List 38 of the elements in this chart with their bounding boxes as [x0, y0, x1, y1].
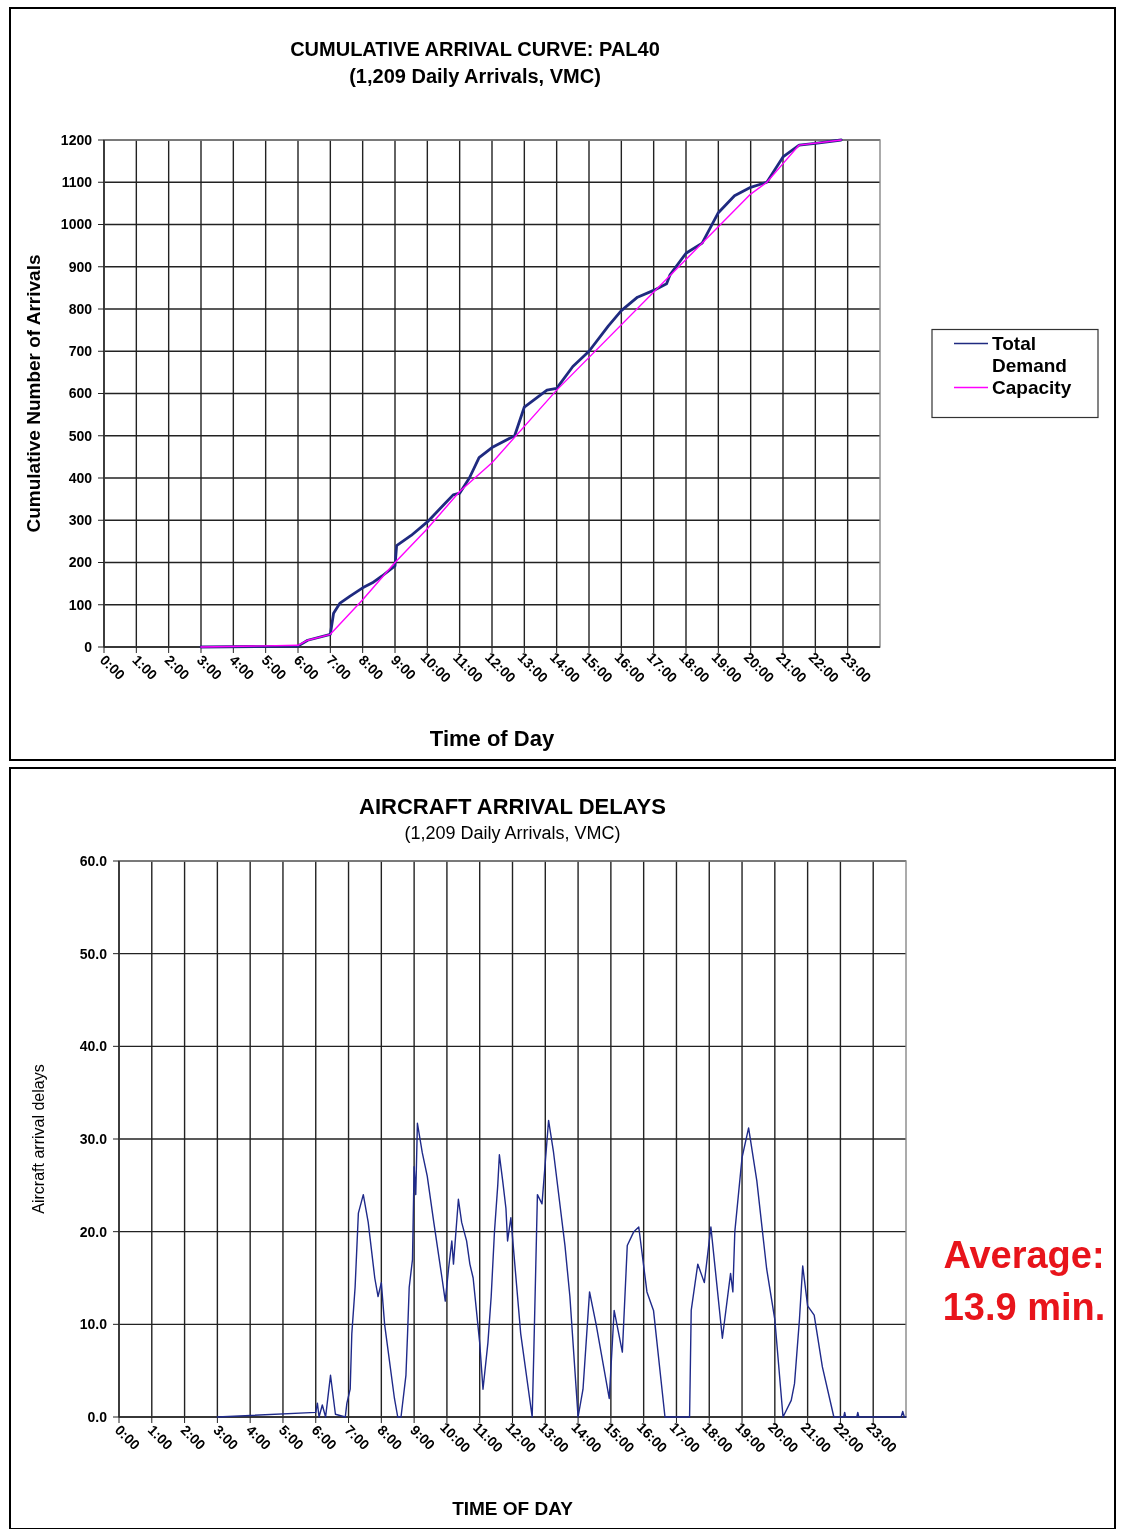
y-tick-label: 1200	[60, 131, 93, 148]
y-tick-label: 400	[68, 469, 93, 486]
y-tick-label: 900	[68, 258, 93, 275]
legend-label: Total Demand	[992, 332, 1067, 376]
y-tick-label: 50.0	[79, 945, 108, 962]
y-tick-label: 40.0	[79, 1038, 108, 1055]
x-tick-label: 4:00	[226, 651, 258, 684]
y-tick-label: 800	[68, 300, 93, 317]
y-tick-label: 100	[68, 596, 93, 613]
y-tick-label: 300	[68, 512, 93, 529]
y-tick-label: 600	[68, 385, 93, 402]
y-tick-label: 30.0	[79, 1130, 108, 1147]
x-axis-title: TIME OF DAY	[452, 1498, 574, 1519]
chart-subtitle: (1,209 Daily Arrivals, VMC)	[404, 823, 621, 843]
y-tick-label: 500	[68, 427, 93, 444]
y-tick-label: 60.0	[79, 852, 108, 869]
line-series	[216, 1119, 907, 1418]
y-tick-label: 0	[84, 638, 93, 655]
y-tick-label: 200	[68, 554, 93, 571]
chart-title: CUMULATIVE ARRIVAL CURVE: PAL40	[290, 38, 660, 60]
x-tick-label: 1:00	[129, 651, 161, 684]
y-tick-label: 0.0	[87, 1408, 108, 1425]
x-tick-label: 6:00	[290, 651, 323, 684]
y-tick-label: 10.0	[79, 1316, 108, 1333]
y-tick-label: 1100	[61, 174, 93, 191]
y-tick-label: 1000	[60, 216, 93, 233]
y-axis-title: Cumulative Number of Arrivals	[23, 254, 44, 533]
x-tick-label: 6:00	[308, 1421, 341, 1454]
legend-label: Capacity	[992, 376, 1072, 398]
y-tick-label: 20.0	[79, 1223, 108, 1240]
chart-title: AIRCRAFT ARRIVAL DELAYS	[359, 794, 666, 819]
x-axis-title: Time of Day	[429, 726, 555, 751]
x-tick-label: 4:00	[243, 1421, 275, 1454]
text: Average: 13.9 min.	[942, 1234, 1106, 1328]
x-tick-label: 1:00	[144, 1421, 177, 1454]
chart-subtitle: (1,209 Daily Arrivals, VMC)	[349, 65, 601, 87]
y-axis-title: Aircraft arrival delays	[30, 1064, 47, 1214]
y-tick-label: 700	[68, 343, 93, 360]
